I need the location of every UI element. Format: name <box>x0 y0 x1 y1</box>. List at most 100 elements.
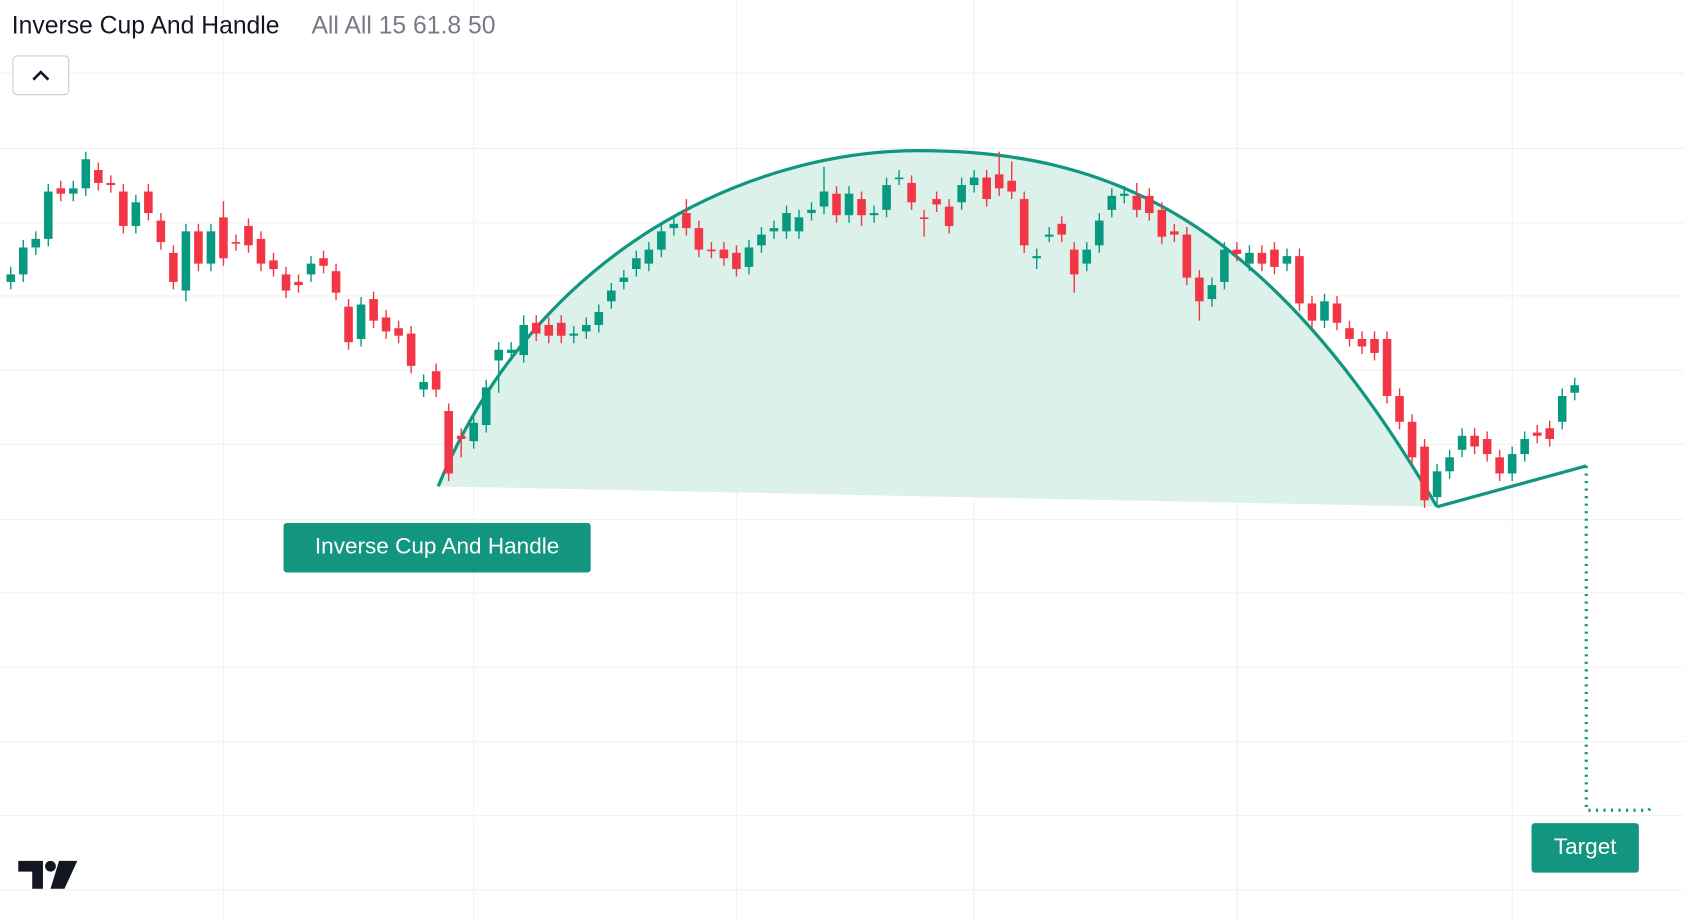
candle-body <box>569 333 579 336</box>
candle-body <box>757 234 766 246</box>
candle-body <box>156 220 166 243</box>
collapse-button[interactable] <box>12 55 70 96</box>
candle-body <box>394 328 403 336</box>
candle-body <box>1132 195 1142 210</box>
candle-body <box>707 249 716 252</box>
candle-body <box>844 193 854 216</box>
candle-body <box>1470 435 1479 447</box>
candle-body <box>744 247 754 267</box>
candle-body <box>219 217 228 259</box>
candle-body <box>1532 432 1542 436</box>
target-label-box <box>1531 823 1639 873</box>
candle-body <box>869 213 879 216</box>
candle-body <box>907 182 916 203</box>
candle-body <box>832 193 841 216</box>
candle-body <box>1232 249 1242 254</box>
candle-body <box>932 199 941 205</box>
candle-body <box>657 231 666 250</box>
candle-body <box>982 177 991 200</box>
candle-body <box>1182 234 1192 278</box>
candle-body <box>1019 199 1029 246</box>
candle-body <box>256 238 266 264</box>
candle-body <box>531 322 541 334</box>
candle-body <box>1357 338 1367 347</box>
candle-body <box>544 324 554 336</box>
chart-title: Inverse Cup And Handle <box>12 12 280 39</box>
candle-body <box>56 188 66 194</box>
candle-body <box>456 435 466 440</box>
candle-body <box>1320 301 1329 321</box>
candle-body <box>1520 439 1529 455</box>
handle-line <box>1436 464 1587 509</box>
candle-body <box>1507 454 1517 474</box>
candle-body <box>1382 338 1392 396</box>
candle-body <box>356 304 366 339</box>
candle-body <box>81 159 91 189</box>
candle-body <box>581 324 591 332</box>
candle-body <box>1195 277 1204 302</box>
candle-body <box>1145 195 1154 214</box>
candle-body <box>669 223 679 229</box>
candle-body <box>481 387 491 426</box>
candle-body <box>43 191 53 239</box>
candle-body <box>1432 471 1442 498</box>
candle-body <box>406 333 416 366</box>
candle-body <box>444 411 453 474</box>
candle-body <box>732 252 741 270</box>
candle-body <box>519 324 529 356</box>
candle-body <box>1407 421 1417 458</box>
candle-body <box>169 252 178 282</box>
candle-body <box>1332 303 1342 323</box>
candle-body <box>682 213 691 229</box>
candle-body <box>619 277 629 282</box>
candle-body <box>1157 209 1167 237</box>
candle-body <box>1495 457 1504 474</box>
candle-body <box>1295 256 1304 304</box>
candle-body <box>69 188 78 194</box>
candle-body <box>719 249 729 259</box>
candle-body <box>306 263 316 275</box>
candle-body <box>1032 256 1042 259</box>
caret-icon <box>32 70 50 81</box>
candle-body <box>1220 249 1229 282</box>
indicator-parameters: All All 15 61.8 50 <box>311 12 495 39</box>
candle-body <box>18 247 28 275</box>
candle-body <box>1420 446 1429 501</box>
candle-body <box>894 177 904 180</box>
candle-body <box>556 322 566 336</box>
candle-body <box>1044 234 1054 237</box>
candle-body <box>1445 457 1454 472</box>
candle-body <box>506 349 516 353</box>
candle-body <box>1482 439 1492 455</box>
candle-body <box>1270 249 1279 267</box>
candle-body <box>807 209 816 214</box>
candle-body <box>431 371 441 390</box>
target-line <box>1584 465 1656 812</box>
candle-body <box>1282 256 1292 264</box>
candle-body <box>6 274 16 282</box>
candle-body <box>106 182 116 186</box>
candle-body <box>1545 428 1554 440</box>
candle-body <box>944 206 954 226</box>
candle-body <box>969 177 979 186</box>
candle-body <box>1395 395 1404 422</box>
candle-body <box>294 281 303 286</box>
candle-body <box>632 258 641 270</box>
candle-body <box>94 170 103 183</box>
candle-body <box>131 202 141 226</box>
candle-body <box>1069 249 1079 275</box>
candle-body <box>819 191 829 207</box>
candle-body <box>782 213 791 232</box>
candle-body <box>469 422 478 442</box>
candle-body <box>194 231 203 264</box>
candle-body <box>694 228 704 250</box>
candle-body <box>281 274 291 291</box>
candle-body <box>1170 231 1179 235</box>
candle-body <box>857 199 866 216</box>
candle-body <box>419 381 428 390</box>
candle-body <box>1457 435 1467 450</box>
candle-body <box>244 225 253 246</box>
